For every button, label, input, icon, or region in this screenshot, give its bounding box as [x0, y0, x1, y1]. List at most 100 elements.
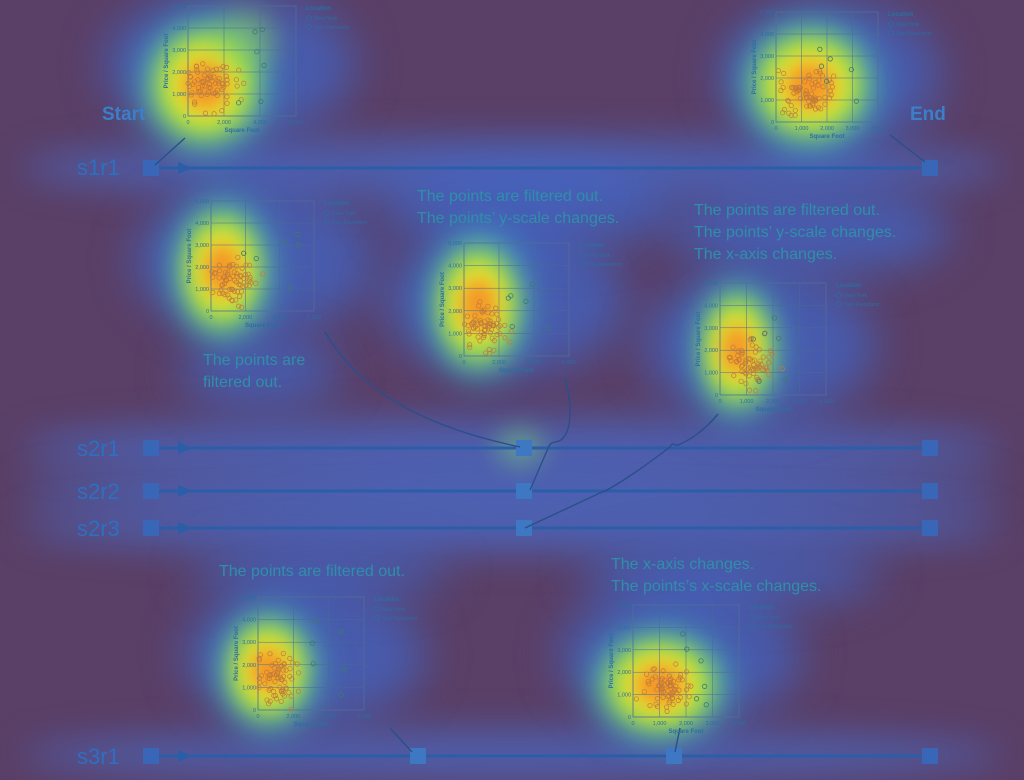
track-arrow-icon [178, 485, 192, 497]
data-point [258, 98, 264, 105]
data-point [738, 378, 744, 384]
data-point [755, 361, 761, 367]
data-point [673, 683, 679, 689]
data-point [813, 98, 819, 104]
x-tick-label: 2,000 [679, 721, 693, 727]
data-point [508, 293, 514, 299]
data-point [204, 91, 210, 97]
data-point [265, 675, 271, 681]
x-tick-label: 2,000 [766, 399, 780, 405]
y-tick-label: 1,000 [172, 92, 186, 98]
data-point [257, 652, 264, 658]
data-point [739, 348, 745, 354]
data-point [271, 671, 277, 677]
scatter-chart-s3b: 0 1,000 2,000 3,000 4,000 0 1,000 2,000 3,000 4,0… [609, 603, 792, 735]
data-point [233, 279, 239, 285]
y-tick-label: 1,000 [704, 371, 718, 377]
data-point [489, 335, 495, 341]
data-point [797, 95, 804, 101]
annotation-4-line-1: The points are filtered out. [219, 563, 405, 580]
data-point [670, 701, 676, 708]
legend-entry: New York [757, 615, 780, 621]
data-point [247, 274, 253, 280]
data-point [780, 110, 786, 116]
data-point [223, 64, 230, 70]
data-point [781, 70, 787, 76]
x-tick-label: 0 [209, 315, 212, 321]
y-tick-label: 3,000 [242, 640, 256, 646]
data-point [217, 268, 223, 274]
y-tick-label: 4,000 [242, 618, 256, 624]
legend-marker-icon [888, 21, 894, 27]
data-point [462, 321, 468, 327]
data-point [529, 281, 536, 287]
track-s2r2 [143, 483, 938, 499]
data-point [257, 679, 263, 685]
y-tick-label: 0 [628, 715, 631, 721]
data-point [675, 697, 681, 703]
data-point [666, 699, 672, 706]
data-point [826, 77, 832, 83]
x-tick-label: 1,000 [653, 721, 667, 727]
data-point [507, 339, 513, 345]
data-point [225, 270, 231, 276]
data-point [739, 368, 745, 375]
data-point [495, 324, 502, 330]
data-point [810, 100, 816, 107]
data-point [266, 672, 273, 679]
y-tick-label: 3,000 [760, 54, 774, 60]
data-point [264, 669, 270, 675]
data-point [256, 655, 262, 661]
plot-frame [210, 200, 315, 312]
y-tick-label: 0 [183, 114, 186, 120]
y-tick-label: 4,000 [617, 625, 631, 631]
start-label: Start [102, 104, 146, 125]
data-point [785, 97, 791, 103]
data-point [792, 107, 798, 113]
data-point [188, 74, 194, 80]
x-tick-label: 6,000 [562, 360, 576, 366]
legend-marker-icon [374, 606, 380, 612]
data-point [237, 272, 243, 278]
data-point [779, 366, 785, 372]
track-s1r1 [143, 160, 938, 176]
data-point [660, 668, 666, 674]
data-point [482, 327, 488, 334]
annotation-4: The points are filtered out. [219, 561, 405, 583]
legend-marker-icon [324, 219, 330, 225]
end-label: End [910, 104, 946, 125]
data-point [667, 677, 673, 684]
track-start-node [143, 440, 159, 456]
data-point [201, 72, 208, 78]
data-point [198, 92, 204, 99]
data-point [791, 90, 797, 96]
data-point [186, 69, 192, 76]
legend-entry: San Francisco [757, 624, 792, 630]
data-point [486, 346, 492, 353]
legend-entry: New York [587, 253, 610, 259]
data-point [756, 378, 762, 384]
data-point [769, 351, 775, 357]
legend-marker-icon [749, 623, 755, 629]
y-tick-label: 2,000 [617, 670, 631, 676]
data-point [650, 666, 656, 673]
track-end-node [922, 748, 938, 764]
data-point [664, 708, 670, 714]
x-axis-label: Square Foot [668, 729, 703, 735]
data-point [223, 277, 230, 283]
y-tick-label: 5,000 [172, 4, 186, 10]
data-point [477, 299, 483, 305]
annotation-5-line-2: The points’s x-scale changes. [611, 578, 822, 595]
data-point [212, 80, 219, 86]
y-tick-label: 4,000 [704, 303, 718, 309]
data-point [654, 687, 660, 693]
data-point [290, 660, 296, 666]
data-point [192, 101, 198, 107]
data-point [220, 81, 226, 87]
data-point [683, 701, 689, 707]
data-point [677, 672, 684, 678]
legend-marker-icon [306, 24, 312, 30]
data-point [266, 687, 272, 693]
y-tick-label: 1,000 [448, 331, 462, 337]
